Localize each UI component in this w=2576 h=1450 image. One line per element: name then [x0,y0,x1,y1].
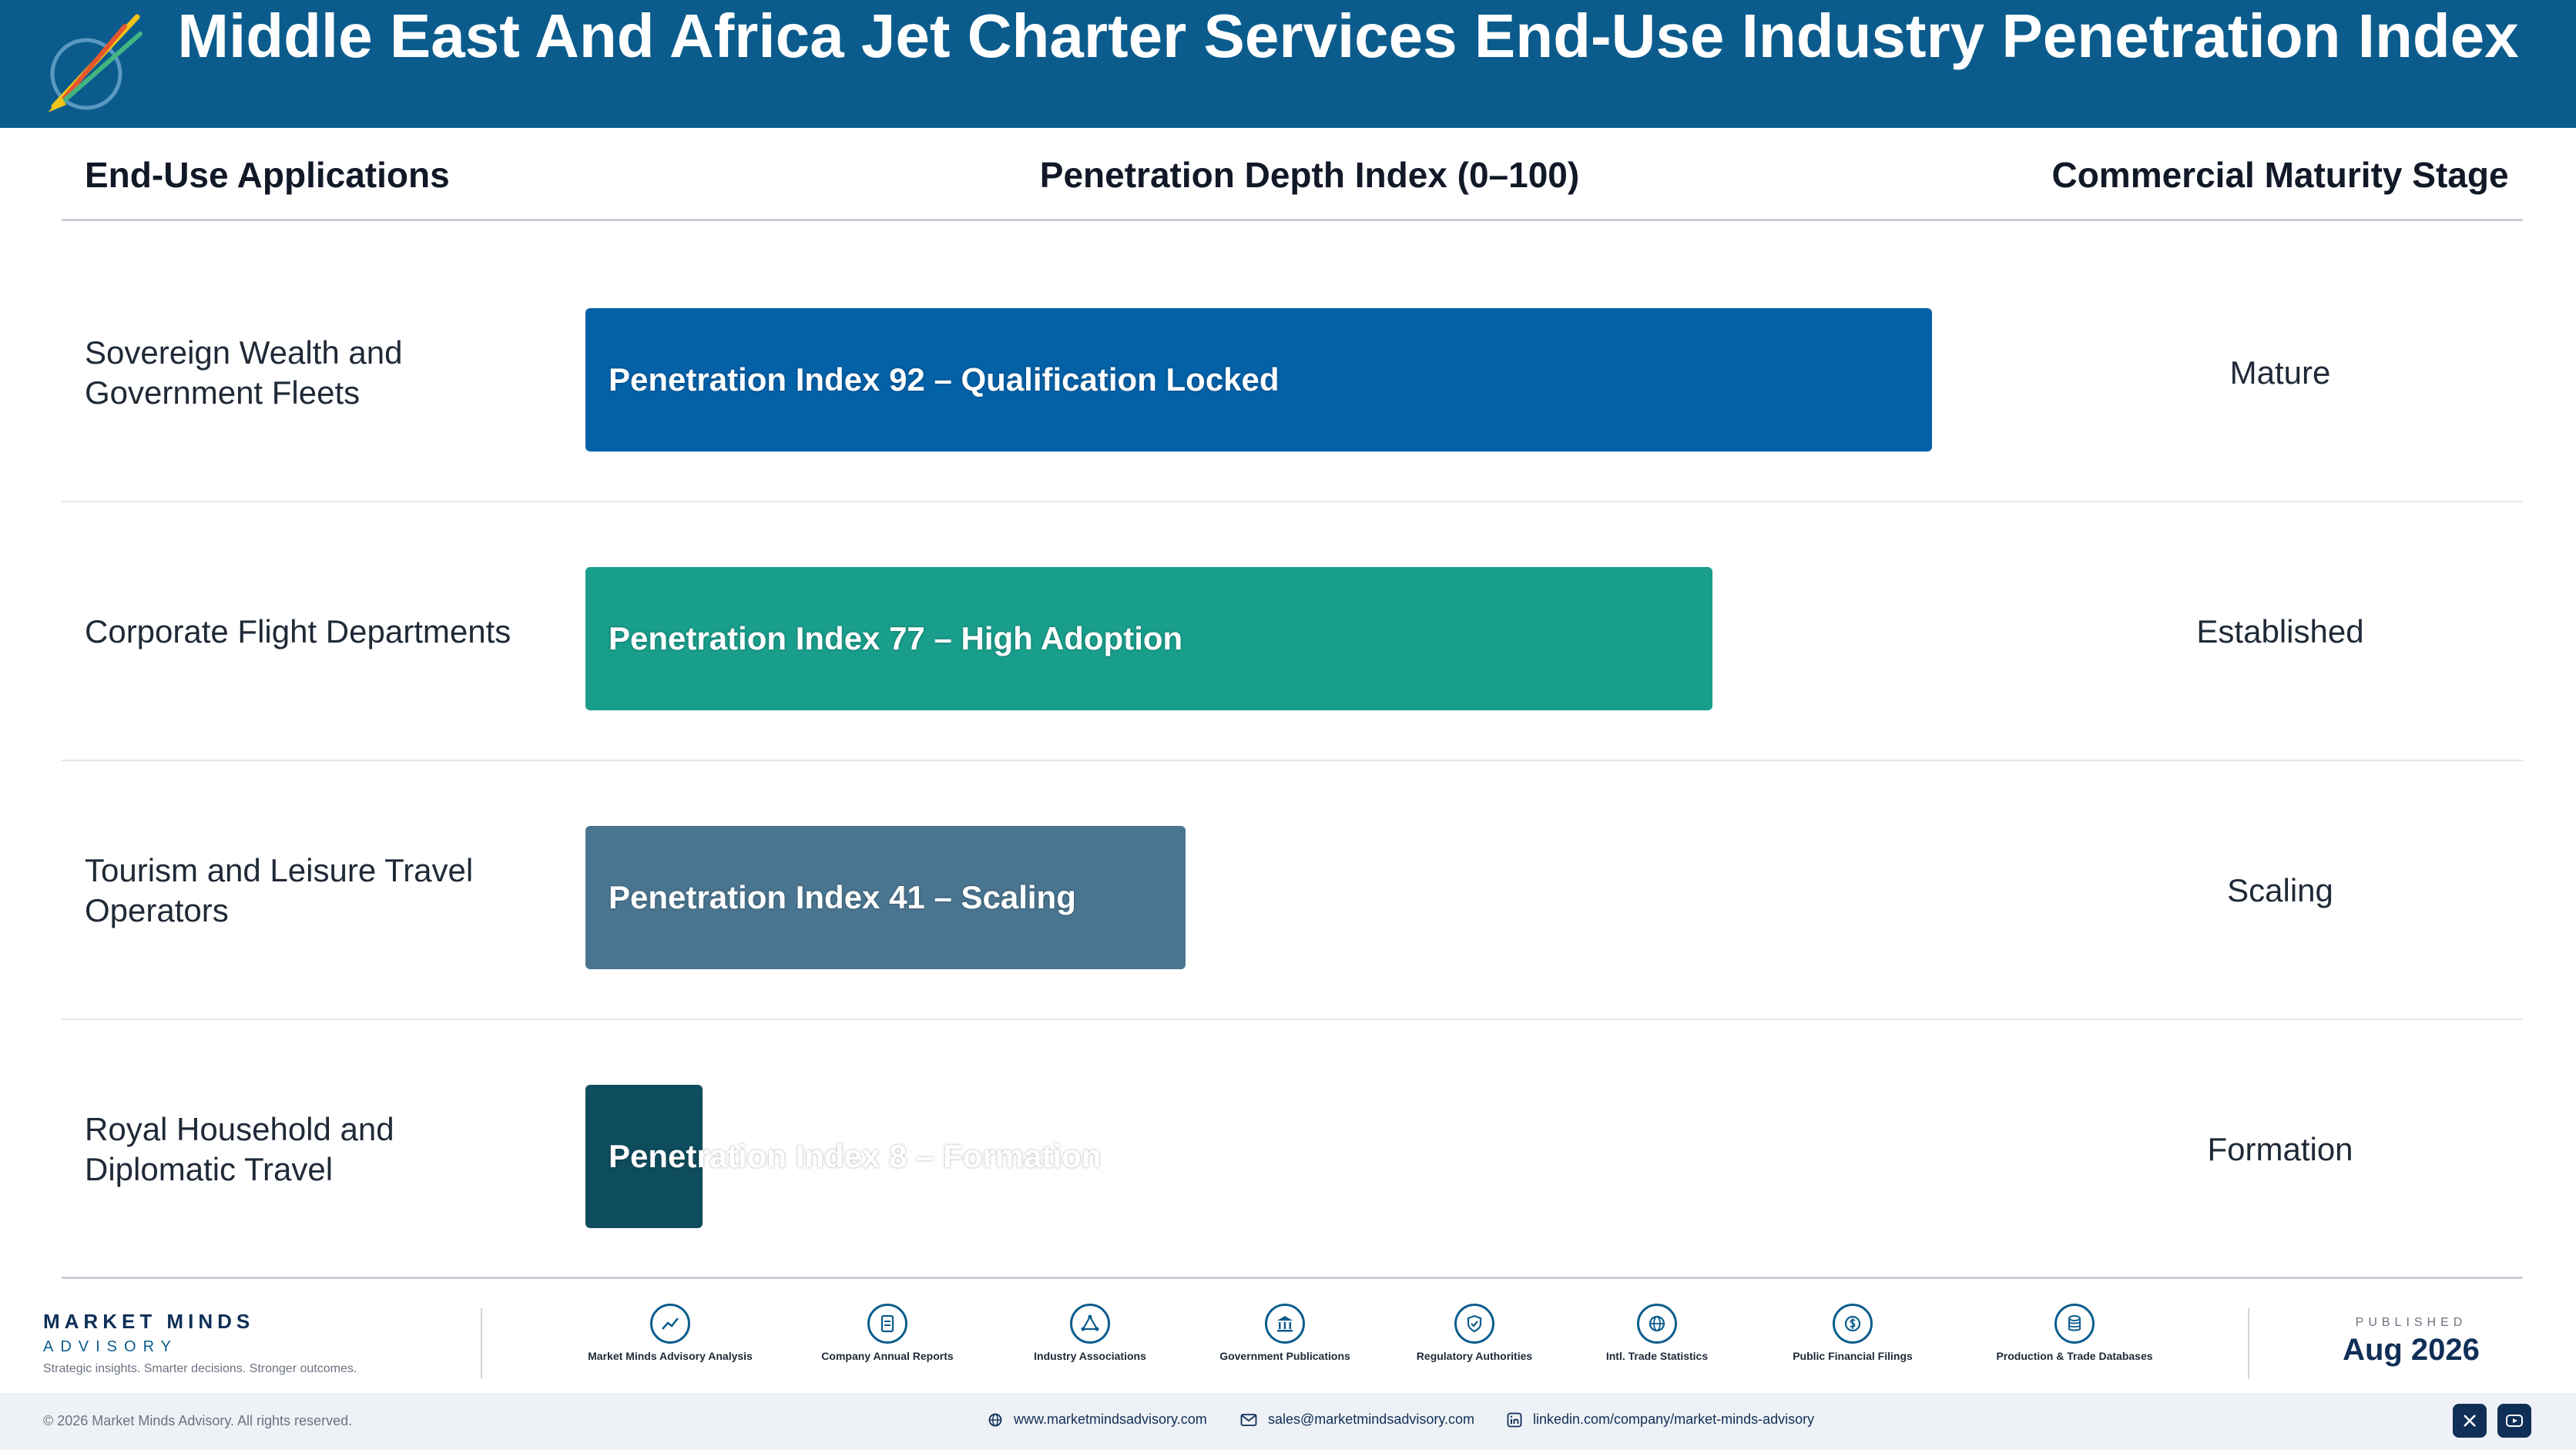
government-building-icon [1265,1304,1305,1344]
database-icon [2054,1304,2095,1344]
column-header-index: Penetration Depth Index (0–100) [1039,155,1580,195]
source-label: Production & Trade Databases [1996,1350,2153,1362]
source-label: Company Annual Reports [821,1350,954,1362]
youtube-icon [2506,1415,2523,1427]
bar-track: Penetration Index 92 – Qualification Loc… [585,308,2049,451]
website-link[interactable]: www.marketmindsadvisory.com [988,1411,1207,1428]
bar [585,308,1932,451]
shield-check-icon [1454,1304,1494,1344]
brand-name: MARKET MINDS [43,1310,255,1333]
header-divider [62,219,2523,221]
source-item: Intl. Trade Statistics [1572,1304,1742,1363]
bar-track: Penetration Index 8 – Formation [585,1085,2049,1228]
youtube-social-button[interactable] [2497,1404,2531,1438]
column-header-stage: Commercial Maturity Stage [2051,155,2509,195]
email-text: sales@marketmindsadvisory.com [1268,1411,1475,1427]
footer-bar [0,1393,2576,1450]
category-label: Royal Household and Diplomatic Travel [85,1111,394,1187]
source-label: Market Minds Advisory Analysis [588,1350,753,1362]
source-label: Government Publications [1219,1350,1350,1362]
row-divider [62,1019,2523,1020]
copyright-text: © 2026 Market Minds Advisory. All rights… [43,1413,353,1428]
footer-divider [481,1308,482,1379]
mail-icon [1240,1413,1257,1426]
source-item: Industry Associations [1005,1304,1175,1363]
category-label: Sovereign Wealth and Government Fleets [85,334,403,411]
header-banner: Middle East And Africa Jet Charter Servi… [0,0,2576,128]
chart-line-icon [650,1304,690,1344]
page-title: Middle East And Africa Jet Charter Servi… [177,2,2519,70]
bar-data-label: Penetration Index 92 – Qualification Loc… [609,361,1280,398]
chart-row: Corporate Flight Departments Penetration… [62,502,2523,761]
row-divider [62,501,2523,502]
published-date: Aug 2026 [2343,1333,2480,1367]
column-header-applications: End-Use Applications [85,155,450,195]
category-label: Corporate Flight Departments [85,613,512,649]
source-item: Regulatory Authorities [1390,1304,1559,1363]
maturity-stage: Mature [2229,354,2331,391]
linkedin-icon [1507,1412,1522,1427]
bar [585,567,1712,710]
source-label: Public Financial Filings [1793,1350,1913,1362]
chart-row: Sovereign Wealth and Government Fleets P… [62,243,2523,502]
bar [585,1085,703,1228]
bar-track: Penetration Index 41 – Scaling [585,826,2049,969]
bar-data-label: Penetration Index 8 – Formation [609,1138,1102,1174]
maturity-stage: Formation [2207,1131,2353,1167]
email-link[interactable]: sales@marketmindsadvisory.com [1240,1411,1474,1428]
x-social-button[interactable] [2453,1404,2487,1438]
row-divider [62,760,2523,761]
bar-data-label: Penetration Index 41 – Scaling [609,879,1076,915]
brand-tagline: Strategic insights. Smarter decisions. S… [43,1362,357,1375]
bar [585,826,1186,969]
source-item: Public Financial Filings [1768,1304,1937,1363]
source-label: Regulatory Authorities [1416,1350,1533,1362]
source-label: Industry Associations [1034,1350,1146,1362]
x-icon [2464,1415,2476,1427]
source-item: Government Publications [1200,1304,1370,1363]
logo-icon [48,14,143,112]
source-label: Intl. Trade Statistics [1605,1350,1709,1362]
dollar-coin-icon [1833,1304,1873,1344]
source-item: Market Minds Advisory Analysis [585,1304,755,1363]
network-icon [1070,1304,1110,1344]
brand-subtitle: ADVISORY [43,1338,178,1355]
source-item: Company Annual Reports [803,1304,972,1363]
row-divider [62,1277,2523,1279]
bar-data-label: Penetration Index 77 – High Adoption [609,620,1183,656]
footer-divider [2248,1308,2249,1379]
source-item: Production & Trade Databases [1990,1304,2159,1363]
maturity-stage: Established [2196,613,2364,649]
bar-track: Penetration Index 77 – High Adoption [585,567,2049,710]
chart-row: Tourism and Leisure Travel Operators Pen… [62,761,2523,1020]
globe-icon [988,1413,1002,1426]
category-label: Tourism and Leisure Travel Operators [85,852,474,928]
published-label: PUBLISHED [2355,1316,2467,1329]
globe-icon [1637,1304,1677,1344]
document-icon [867,1304,907,1344]
linkedin-text: linkedin.com/company/market-minds-adviso… [1533,1411,1815,1427]
chart-row: Royal Household and Diplomatic Travel Pe… [62,1020,2523,1279]
maturity-stage: Scaling [2227,872,2333,908]
website-text: www.marketmindsadvisory.com [1014,1411,1207,1427]
linkedin-link[interactable]: linkedin.com/company/market-minds-adviso… [1507,1411,1814,1428]
